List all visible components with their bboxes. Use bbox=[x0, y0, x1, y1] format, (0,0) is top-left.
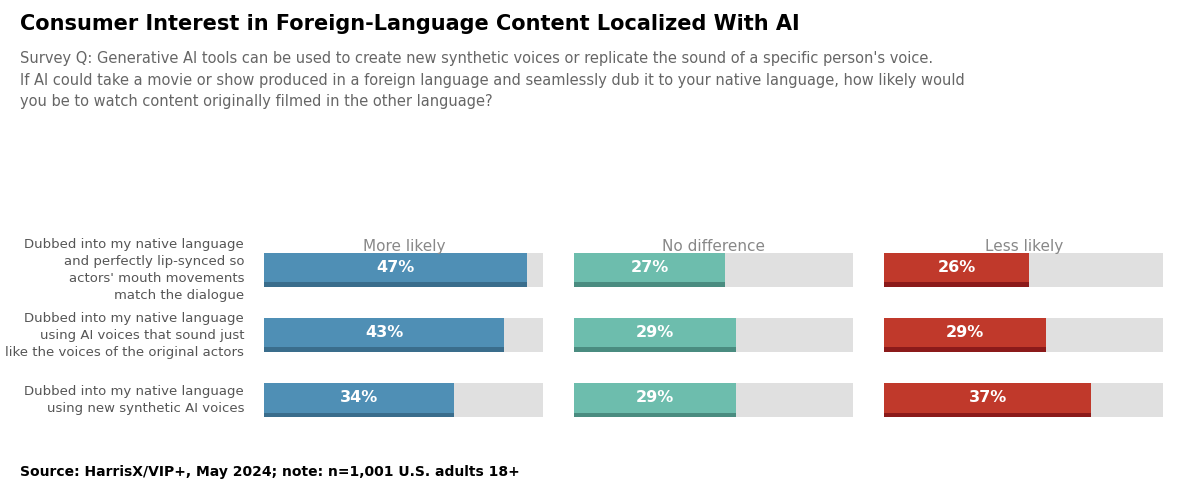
Bar bbox=[884, 347, 1046, 352]
Text: Less likely: Less likely bbox=[985, 240, 1063, 254]
Bar bbox=[264, 347, 504, 352]
Text: 26%: 26% bbox=[938, 260, 976, 275]
Text: 29%: 29% bbox=[946, 325, 984, 340]
Bar bbox=[575, 347, 737, 352]
Bar bbox=[575, 318, 737, 352]
Text: 37%: 37% bbox=[968, 390, 1007, 406]
Bar bbox=[884, 318, 1046, 352]
Text: No difference: No difference bbox=[662, 240, 766, 254]
Text: Source: HarrisX/VIP+, May 2024; note: n=1,001 U.S. adults 18+: Source: HarrisX/VIP+, May 2024; note: n=… bbox=[20, 465, 520, 479]
Bar bbox=[575, 318, 853, 352]
Bar bbox=[884, 283, 1030, 287]
Text: 29%: 29% bbox=[636, 325, 674, 340]
Bar bbox=[884, 412, 1091, 417]
Bar bbox=[264, 318, 544, 352]
Text: 27%: 27% bbox=[631, 260, 668, 275]
Bar bbox=[264, 318, 504, 352]
Bar bbox=[264, 253, 544, 287]
Bar bbox=[884, 383, 1164, 417]
Text: Survey Q: Generative AI tools can be used to create new synthetic voices or repl: Survey Q: Generative AI tools can be use… bbox=[20, 51, 965, 109]
Bar bbox=[575, 383, 737, 417]
Bar bbox=[264, 253, 527, 287]
Text: 47%: 47% bbox=[377, 260, 415, 275]
Text: Dubbed into my native language
using new synthetic AI voices: Dubbed into my native language using new… bbox=[24, 385, 245, 415]
Bar bbox=[575, 253, 853, 287]
Bar bbox=[575, 412, 737, 417]
Bar bbox=[884, 318, 1164, 352]
Bar bbox=[264, 412, 454, 417]
Bar bbox=[575, 253, 725, 287]
Bar bbox=[264, 383, 544, 417]
Bar bbox=[884, 253, 1030, 287]
Text: Consumer Interest in Foreign-Language Content Localized With AI: Consumer Interest in Foreign-Language Co… bbox=[20, 14, 800, 34]
Bar bbox=[884, 253, 1164, 287]
Text: Dubbed into my native language
and perfectly lip-synced so
actors' mouth movemen: Dubbed into my native language and perfe… bbox=[24, 238, 245, 302]
Bar bbox=[264, 283, 527, 287]
Text: More likely: More likely bbox=[362, 240, 445, 254]
Text: 29%: 29% bbox=[636, 390, 674, 406]
Bar bbox=[884, 383, 1091, 417]
Text: Dubbed into my native language
using AI voices that sound just
like the voices o: Dubbed into my native language using AI … bbox=[5, 312, 245, 359]
Text: 34%: 34% bbox=[340, 390, 378, 406]
Bar bbox=[575, 383, 853, 417]
Bar bbox=[575, 283, 725, 287]
Bar bbox=[264, 383, 454, 417]
Text: 43%: 43% bbox=[365, 325, 403, 340]
